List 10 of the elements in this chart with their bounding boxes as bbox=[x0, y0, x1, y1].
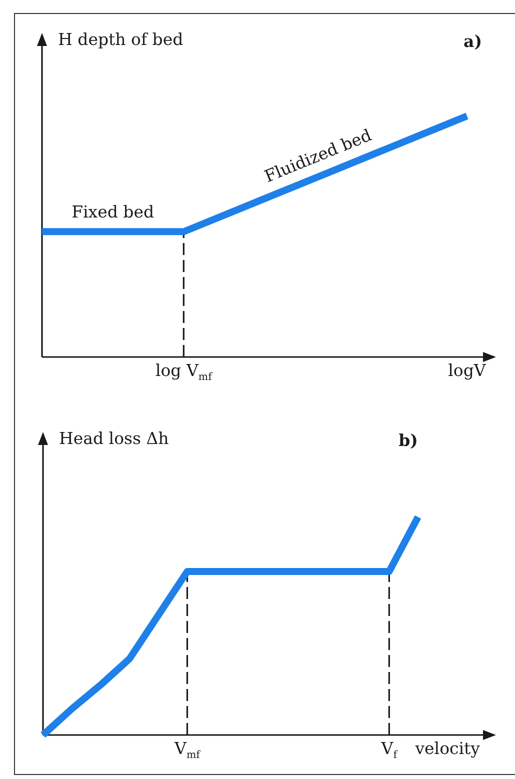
y-axis-title: H depth of bed bbox=[58, 30, 184, 49]
x-tick-label: V$_{mf}$ bbox=[174, 739, 202, 760]
x-tick-label: log V$_{mf}$ bbox=[155, 361, 214, 382]
chart-title: a) bbox=[464, 32, 482, 51]
annotation: Fixed bed bbox=[72, 202, 155, 222]
x-axis-title: velocity bbox=[414, 739, 481, 758]
y-axis-title: Head loss Δh bbox=[59, 429, 170, 448]
chart-title: b) bbox=[398, 431, 418, 450]
x-tick-label: logV bbox=[448, 361, 487, 380]
x-tick-label: V$_{f}$ bbox=[380, 739, 398, 760]
